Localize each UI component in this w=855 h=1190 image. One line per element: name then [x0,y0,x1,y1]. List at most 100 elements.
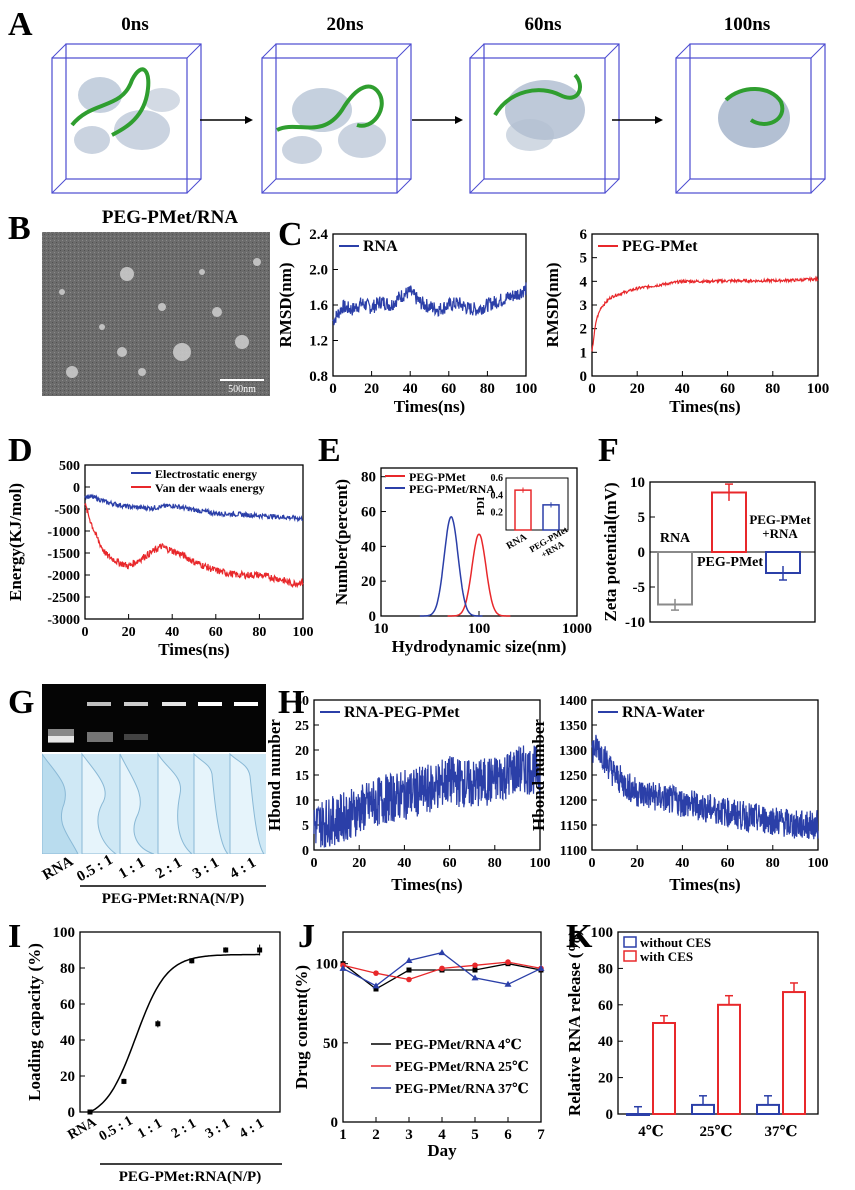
x-tick-label: 4℃ [638,1124,664,1140]
y-tick-label: -1000 [47,525,80,540]
y-tick-label: 500 [59,459,80,474]
y-tick-label: -3000 [47,613,80,628]
y-tick-label: 1350 [559,719,587,734]
x-axis-label: PEG-PMet:RNA(N/P) [119,1169,261,1185]
y-tick-label: 0 [369,609,377,625]
x-tick-label: 0 [311,856,318,871]
y-tick-label: 1250 [559,769,587,784]
panel-a-snapshots [51,43,826,194]
y-tick-label: 100 [591,925,614,941]
data-point [372,982,380,989]
y-tick-label: -1500 [47,547,80,562]
bar-label-complex: PEG-PMet [749,512,811,527]
y-tick-label: 50 [323,1036,338,1052]
y-tick-label: -2500 [47,591,80,606]
plot-frame [591,233,819,377]
x-tick-label: 25℃ [700,1124,733,1140]
x-axis-label: Times(ns) [669,875,740,894]
x-tick-label: 40 [165,625,179,640]
x-tick-label: 0 [329,381,337,397]
x-tick-label: 0.5 : 1 [97,1113,136,1144]
x-tick-label: 20 [630,856,644,871]
lane-label: 3 : 1 [190,855,222,883]
y-tick-label: 4 [580,274,588,290]
legend-label: PEG-PMet/RNA 25℃ [395,1060,529,1075]
legend-swatch [623,950,637,962]
y-tick-label: 20 [295,744,309,759]
y-tick-label: 60 [361,505,376,521]
snapshot-time-0: 0ns [121,14,149,35]
y-tick-label: 0 [606,1107,614,1123]
tem-image: 500nm [42,232,270,396]
data-point [472,967,478,973]
x-tick-label: 80 [252,625,266,640]
bar-1-2 [782,991,806,1115]
panel-label-e: E [318,432,341,469]
y-tick-label: 5 [302,819,309,834]
data-point [339,964,347,971]
data-point [406,976,412,983]
bar-label-rna: RNA [660,531,691,546]
y-tick-label: -500 [54,503,80,518]
x-tick-label: 80 [488,856,502,871]
legend-label: PEG-PMet [409,470,466,484]
bar-1 [711,491,747,553]
lane-label: 2 : 1 [153,855,185,883]
x-tick-label: 3 [405,1127,413,1143]
x-tick-label: 4 [438,1127,446,1143]
legend-label: with CES [640,949,693,964]
x-tick-label: 80 [766,856,780,871]
y-tick-label: 0.8 [309,369,328,385]
x-axis-label: Times(ns) [158,640,229,659]
x-tick-label: 20 [352,856,366,871]
y-tick-label: 20 [361,574,376,590]
x-tick-label: 20 [630,381,645,397]
y-tick-label: 25 [295,719,309,734]
inset-frame [505,477,569,531]
legend-label: RNA-Water [622,704,705,721]
gel-image [42,684,266,854]
y-tick-label: 80 [60,961,75,977]
y-tick-label: 0 [73,481,80,496]
y-tick-label: 5 [580,251,588,267]
y-axis-label: Zeta potential(mV) [601,482,620,621]
y-tick-label: 20 [60,1069,75,1085]
y-tick-label: 30 [295,694,309,709]
x-tick-label: 7 [537,1127,545,1143]
x-tick-label: 0 [588,381,596,397]
snapshot-time-20: 20ns [326,14,364,35]
legend-label: PEG-PMet [622,238,698,255]
panel-label-d: D [8,432,33,469]
x-tick-label: 100 [515,381,538,397]
x-tick-label: 40 [397,856,411,871]
gel-profiles [42,752,265,854]
y-tick-label: 2 [580,322,588,338]
panel-label-a: A [8,6,33,43]
y-tick-label: 6 [580,227,588,243]
y-tick-label: 0 [331,1115,339,1131]
series-rna-line [332,282,527,326]
x-tick-label: 1000 [562,621,592,637]
x-tick-label: 0 [82,625,89,640]
lane-label: 1 : 1 [116,855,148,883]
y-tick-label: 40 [598,1034,613,1050]
x-tick-label: 37℃ [765,1124,798,1140]
y-tick-label: 0 [68,1105,76,1121]
data-point [405,957,413,963]
y-axis-label: RMSD(nm) [543,263,562,348]
x-tick-label: 6 [504,1127,512,1143]
panel-label-g: G [8,684,35,721]
x-axis-label: Hydrodynamic size(nm) [392,637,567,656]
x-axis-label: Times(ns) [669,397,740,416]
x-tick-label: 60 [441,381,456,397]
y-tick-label: 20 [598,1071,613,1087]
y-axis-label: Drug content(%) [292,965,311,1089]
x-tick-label: 40 [675,856,689,871]
y-tick-label: -10 [625,615,645,631]
chart-hbond-water: 1100 1150 1200 1250 1300 1350 1400 0 20 40 60 80 100… [529,694,829,894]
legend-label: RNA [363,238,398,255]
x-tick-label: 60 [721,856,735,871]
